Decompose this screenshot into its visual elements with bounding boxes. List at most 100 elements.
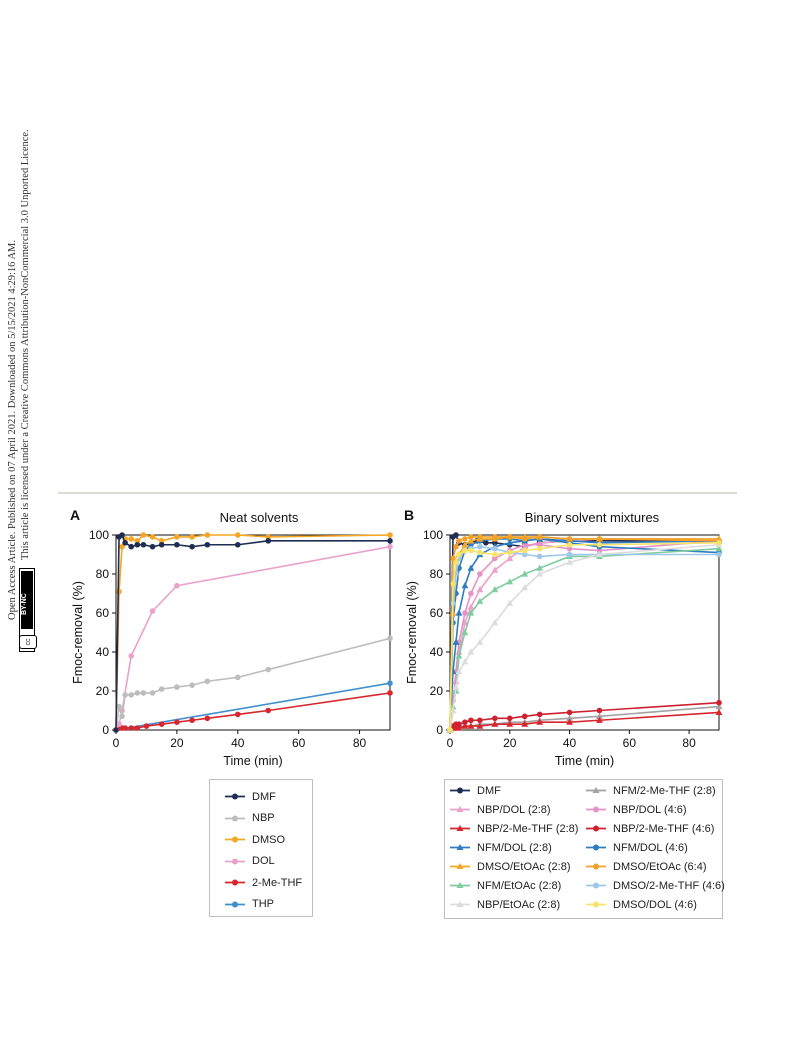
data-point <box>149 690 156 696</box>
legend-marker-icon <box>225 858 245 864</box>
data-point <box>506 578 514 585</box>
data-point <box>521 551 528 558</box>
cc-by-nc-badge[interactable]: BY-NC cc <box>19 568 37 652</box>
y-tick-label: 80 <box>96 567 110 581</box>
data-point <box>536 545 543 552</box>
legend-marker-icon <box>225 879 245 886</box>
legend-label: 2-Me-THF <box>252 876 303 889</box>
legend-label: DMSO/EtOAc (6:4) <box>613 860 707 873</box>
data-point <box>467 648 475 655</box>
series-line <box>449 545 719 731</box>
data-point <box>477 534 483 540</box>
legend-label: DMF <box>252 790 276 803</box>
data-point <box>716 699 722 706</box>
series-nbp <box>113 635 393 733</box>
data-point <box>128 543 135 550</box>
data-point <box>492 545 498 552</box>
legend-panel-b: DMF NBP/DOL (2:8) NBP/2-Me-THF (2:8) NFM/DO… <box>444 779 725 919</box>
data-point <box>450 580 456 587</box>
data-point <box>506 539 514 546</box>
series-line <box>449 711 720 731</box>
legend-item: DMF <box>224 790 276 803</box>
data-point <box>204 532 211 538</box>
data-point <box>447 727 453 733</box>
data-point <box>387 635 393 642</box>
data-point <box>116 588 122 595</box>
data-point <box>467 722 475 729</box>
data-point <box>204 678 211 685</box>
data-point <box>265 538 272 544</box>
data-point <box>483 540 489 546</box>
data-point <box>521 547 528 554</box>
series-dmf <box>113 532 393 733</box>
y-tick-label: 20 <box>96 684 110 698</box>
data-point <box>134 690 141 696</box>
data-point <box>122 692 128 698</box>
data-point <box>468 534 474 540</box>
legend-label: NBP/EtOAc (2:8) <box>477 898 561 911</box>
data-point <box>506 534 513 540</box>
chart-panel-b: B Binary solvent mixtures 0 20 40 60 80 100 0 20 4… <box>404 507 723 768</box>
data-point <box>265 707 272 714</box>
data-point <box>158 721 165 727</box>
data-point <box>453 543 459 550</box>
data-point <box>491 566 499 573</box>
y-axis-label: Fmoc-removal (%) <box>71 581 85 684</box>
data-point <box>536 564 544 571</box>
data-point <box>492 551 498 558</box>
data-point <box>128 692 135 698</box>
legend-marker-icon <box>450 825 470 831</box>
legend-label: DMSO/DOL (4:6) <box>613 898 697 911</box>
by-nc-label-box: BY-NC <box>21 571 33 629</box>
legend-label: NFM/2-Me-THF (2:8) <box>613 784 716 797</box>
data-point <box>468 590 474 597</box>
y-tick-label: 60 <box>430 606 444 620</box>
legend-item: DMSO/DOL (4:6) <box>585 898 697 911</box>
data-point <box>119 543 125 550</box>
legend-marker-icon <box>225 793 245 800</box>
data-point <box>506 549 513 556</box>
data-point <box>476 586 484 593</box>
data-point <box>477 549 483 556</box>
data-point <box>566 536 573 542</box>
legend-item: NBP/DOL (4:6) <box>585 803 687 816</box>
x-tick-label: 40 <box>563 736 577 750</box>
series-dmf <box>447 532 722 733</box>
data-point <box>453 532 459 538</box>
legend-marker-icon <box>586 787 606 793</box>
data-point <box>452 638 460 645</box>
data-point <box>566 558 573 565</box>
data-point <box>462 610 468 616</box>
y-tick-label: 80 <box>430 567 444 581</box>
legend-item: 2-Me-THF <box>224 876 302 889</box>
data-point <box>234 541 241 548</box>
series-nfm-2-me-thf-2-8- <box>446 703 723 733</box>
legend-item: NFM/DOL (2:8) <box>449 841 552 854</box>
data-point <box>149 608 156 614</box>
legend-marker-icon <box>225 901 245 907</box>
data-point <box>491 720 499 727</box>
series-line <box>115 534 391 731</box>
legend-label: DMSO <box>252 833 285 846</box>
series-line <box>449 538 720 731</box>
series-line <box>449 538 720 731</box>
data-point <box>536 711 543 718</box>
data-point <box>265 534 272 540</box>
data-point <box>149 543 156 550</box>
data-point <box>158 686 165 692</box>
sidebar: Open Access Article. Published on 07 Apr… <box>0 0 60 1039</box>
x-tick-label: 80 <box>682 736 696 750</box>
legend-label: DOL <box>252 855 275 867</box>
series-dmso-dol-4-6- <box>447 540 722 733</box>
legend-label: DMSO/EtOAc (2:8) <box>477 860 571 873</box>
y-tick-label: 0 <box>436 723 443 737</box>
data-point <box>455 652 463 659</box>
data-point <box>189 717 195 724</box>
x-axis-label: Time (min) <box>555 754 614 768</box>
data-point <box>134 541 141 548</box>
legend-item: NBP <box>224 812 275 825</box>
legend-marker-icon <box>450 863 470 869</box>
series-dmso <box>113 532 393 733</box>
legend-item: DMSO <box>224 833 285 846</box>
data-point <box>566 718 573 725</box>
